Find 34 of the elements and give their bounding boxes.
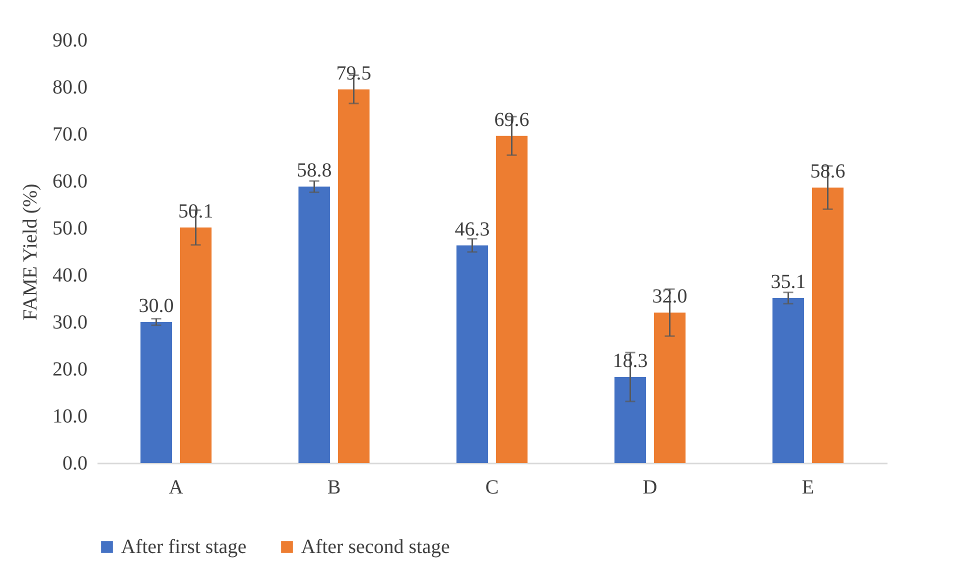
- data-label: 50.1: [178, 200, 214, 223]
- legend-label: After second stage: [301, 536, 450, 558]
- x-tick-label: A: [168, 476, 184, 498]
- bar: [298, 186, 330, 463]
- bar: [338, 89, 370, 463]
- bar: [140, 322, 172, 463]
- bar: [614, 376, 646, 463]
- y-tick-label: 40.0: [52, 264, 88, 286]
- bar: [654, 312, 686, 463]
- bar: [456, 245, 488, 463]
- y-tick-label: 60.0: [52, 170, 88, 192]
- bar: [812, 188, 844, 463]
- x-tick-label: D: [642, 476, 658, 498]
- y-tick-label: 0.0: [62, 452, 88, 474]
- data-label: 30.0: [138, 295, 174, 317]
- y-axis-title: FAME Yield (%): [20, 184, 42, 320]
- y-tick-label: 30.0: [52, 312, 88, 334]
- y-tick-label: 50.0: [52, 218, 88, 240]
- x-tick-label: E: [802, 476, 814, 498]
- y-tick-label: 90.0: [52, 30, 88, 52]
- x-tick-label: B: [327, 476, 341, 498]
- bar: [772, 298, 804, 463]
- data-label: 46.3: [454, 218, 490, 240]
- y-tick-label: 10.0: [52, 406, 88, 428]
- bar: [496, 136, 528, 463]
- bar: [180, 228, 212, 463]
- data-label: 35.1: [770, 271, 806, 294]
- legend-label: After first stage: [121, 536, 247, 558]
- data-label: 58.8: [296, 160, 332, 182]
- y-tick-label: 70.0: [52, 124, 88, 146]
- x-tick-label: C: [485, 476, 499, 498]
- y-tick-label: 80.0: [52, 76, 88, 98]
- data-label: 79.5: [336, 62, 372, 84]
- y-tick-label: 20.0: [52, 358, 88, 380]
